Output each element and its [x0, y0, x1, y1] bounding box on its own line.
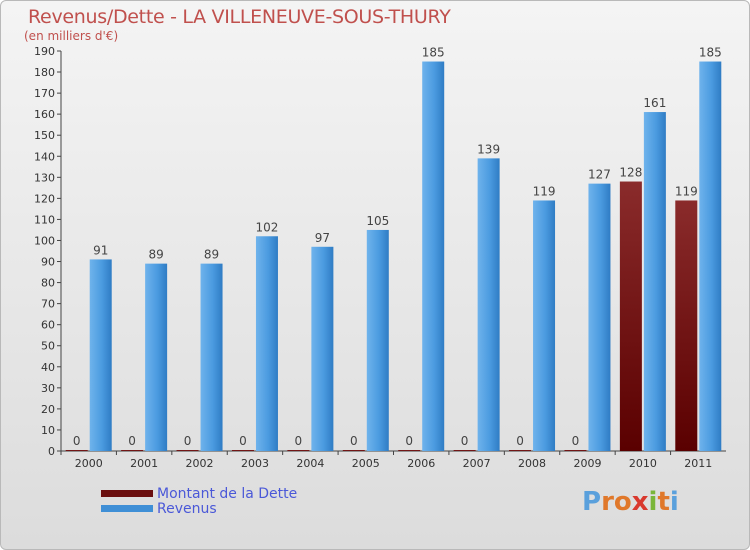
y-tick-label: 0 — [48, 445, 55, 458]
y-tick-label: 130 — [34, 171, 55, 184]
logo-letter: P — [582, 487, 602, 517]
legend-swatch-revenus — [101, 505, 153, 512]
x-tick-label: 2009 — [573, 457, 601, 470]
data-label-revenus-2003: 102 — [256, 220, 279, 234]
x-tick-label: 2010 — [629, 457, 657, 470]
y-tick-label: 170 — [34, 87, 55, 100]
bar-revenus-2007 — [477, 158, 500, 452]
x-tick-label: 2008 — [518, 457, 546, 470]
logo-letter: r — [601, 487, 614, 517]
bar-revenus-2010 — [643, 112, 666, 451]
legend-swatch-dette — [101, 490, 153, 497]
logo-letter: i — [669, 487, 679, 517]
data-label-dette-2001: 0 — [128, 434, 136, 448]
bar-dette-2004 — [287, 450, 310, 451]
x-tick-label: 2003 — [241, 457, 269, 470]
bar-revenus-2004 — [311, 246, 334, 451]
x-tick-label: 2011 — [684, 457, 712, 470]
logo-letter: o — [613, 487, 632, 517]
data-label-revenus-2007: 139 — [477, 142, 500, 156]
y-tick-label: 20 — [41, 403, 55, 416]
data-label-revenus-2000: 91 — [93, 243, 108, 257]
bar-revenus-2002 — [200, 263, 223, 451]
data-label-revenus-2006: 185 — [422, 46, 445, 60]
bar-dette-2010 — [619, 181, 642, 452]
bar-dette-2007 — [453, 450, 476, 451]
y-tick-label: 50 — [41, 340, 55, 353]
y-tick-label: 40 — [41, 361, 55, 374]
data-label-dette-2008: 0 — [516, 434, 524, 448]
bar-revenus-2008 — [533, 200, 556, 451]
y-tick-label: 120 — [34, 192, 55, 205]
chart-title: Revenus/Dette - LA VILLENEUVE-SOUS-THURY — [28, 6, 451, 28]
legend-label-dette: Montant de la Dette — [157, 486, 298, 502]
y-tick-label: 150 — [34, 129, 55, 142]
x-tick-label: 2000 — [75, 457, 103, 470]
y-tick-label: 110 — [34, 213, 55, 226]
data-label-revenus-2011: 185 — [699, 46, 722, 60]
x-tick-label: 2007 — [463, 457, 491, 470]
x-tick-label: 2005 — [352, 457, 380, 470]
x-tick-label: 2001 — [130, 457, 158, 470]
data-label-dette-2009: 0 — [572, 434, 580, 448]
bar-revenus-2000 — [89, 259, 112, 451]
logo-letter: t — [657, 487, 670, 517]
x-tick-label: 2006 — [407, 457, 435, 470]
bar-dette-2008 — [509, 450, 532, 451]
bar-revenus-2006 — [422, 61, 445, 452]
x-tick-label: 2002 — [186, 457, 214, 470]
y-tick-label: 10 — [41, 424, 55, 437]
y-tick-label: 80 — [41, 277, 55, 290]
data-label-dette-2010: 128 — [619, 166, 642, 180]
bar-dette-2001 — [121, 450, 144, 451]
bar-revenus-2009 — [588, 183, 611, 451]
y-tick-label: 190 — [34, 45, 55, 58]
logo-letter: x — [631, 487, 649, 517]
data-label-revenus-2002: 89 — [204, 248, 219, 262]
bar-dette-2009 — [564, 450, 587, 451]
data-label-revenus-2009: 127 — [588, 168, 611, 182]
bar-dette-2000 — [65, 450, 88, 451]
data-label-dette-2004: 0 — [295, 434, 303, 448]
chart-subtitle: (en milliers d'€) — [24, 29, 119, 43]
bar-dette-2005 — [342, 450, 365, 451]
bar-revenus-2001 — [145, 263, 168, 451]
data-label-dette-2007: 0 — [461, 434, 469, 448]
data-label-dette-2003: 0 — [239, 434, 247, 448]
data-label-dette-2000: 0 — [73, 434, 81, 448]
data-label-dette-2006: 0 — [405, 434, 413, 448]
data-label-dette-2011: 119 — [675, 184, 698, 198]
data-label-revenus-2010: 161 — [643, 96, 666, 110]
bar-dette-2006 — [398, 450, 421, 451]
bar-dette-2002 — [176, 450, 199, 451]
y-tick-label: 100 — [34, 234, 55, 247]
logo-letter: i — [648, 487, 658, 517]
bar-revenus-2011 — [699, 61, 722, 452]
bar-revenus-2003 — [255, 236, 278, 451]
data-label-revenus-2008: 119 — [533, 184, 556, 198]
proxiti-logo: Proxiti — [582, 487, 679, 517]
x-tick-label: 2004 — [296, 457, 324, 470]
y-tick-label: 180 — [34, 66, 55, 79]
data-label-dette-2002: 0 — [184, 434, 192, 448]
y-tick-label: 70 — [41, 298, 55, 311]
bar-dette-2003 — [231, 450, 254, 451]
data-label-dette-2005: 0 — [350, 434, 358, 448]
y-tick-label: 160 — [34, 108, 55, 121]
data-label-revenus-2001: 89 — [148, 248, 163, 262]
y-tick-label: 60 — [41, 319, 55, 332]
legend-label-revenus: Revenus — [157, 501, 217, 517]
y-tick-label: 140 — [34, 150, 55, 163]
data-label-revenus-2004: 97 — [315, 231, 330, 245]
data-label-revenus-2005: 105 — [366, 214, 389, 228]
y-tick-label: 90 — [41, 256, 55, 269]
bar-dette-2011 — [675, 200, 698, 451]
y-tick-label: 30 — [41, 382, 55, 395]
bar-revenus-2005 — [366, 229, 389, 451]
